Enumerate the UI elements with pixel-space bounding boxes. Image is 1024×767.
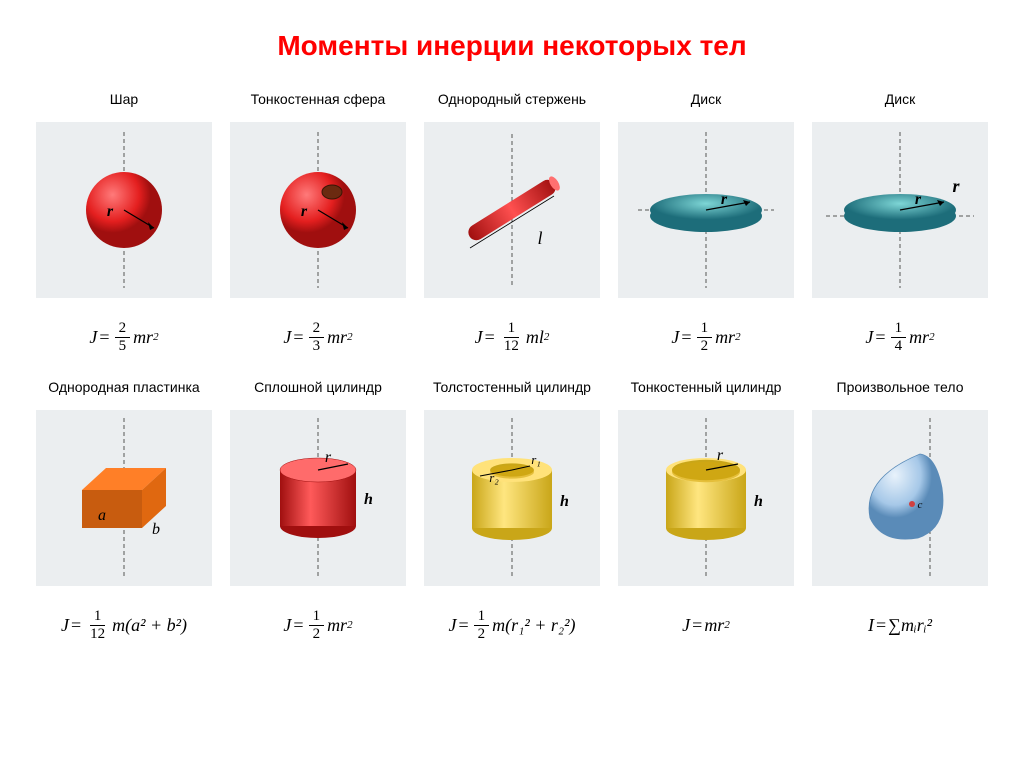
svg-text:r: r bbox=[107, 203, 114, 220]
body-diagram: r₁ r₂ h bbox=[424, 410, 600, 586]
svg-text:r₂: r₂ bbox=[489, 470, 499, 485]
body-label: Произвольное тело bbox=[837, 368, 964, 406]
svg-text:r: r bbox=[915, 191, 922, 208]
svg-text:r: r bbox=[301, 203, 308, 220]
body-diagram: c bbox=[812, 410, 988, 586]
body-formula: I = ∑ mᵢrᵢ² bbox=[868, 600, 932, 650]
body-diagram: ab bbox=[36, 410, 212, 586]
body-cylinder-thick: Толстостенный цилиндр r₁ r₂ h J = 12m(r₁² … bbox=[418, 368, 606, 650]
body-label: Толстостенный цилиндр bbox=[433, 368, 591, 406]
body-diagram: rh bbox=[618, 410, 794, 586]
body-grid: Шар r J = 25mr2 Тонкостенная сфера r J =… bbox=[30, 80, 994, 650]
page: Моменты инерции некоторых тел Шар r J = … bbox=[0, 0, 1024, 680]
body-label: Однородная пластинка bbox=[48, 368, 199, 406]
body-diagram: l bbox=[424, 122, 600, 298]
body-disk-diameter: Диск rr J = 14mr2 bbox=[806, 80, 994, 362]
body-diagram: r bbox=[230, 122, 406, 298]
body-sphere-solid: Шар r J = 25mr2 bbox=[30, 80, 218, 362]
body-formula: J = 112m(a² + b²) bbox=[61, 600, 187, 650]
svg-text:r: r bbox=[325, 449, 332, 466]
body-arbitrary: Произвольное тело c I = ∑ mᵢrᵢ² bbox=[806, 368, 994, 650]
body-sphere-hollow: Тонкостенная сфера r J = 23mr2 bbox=[224, 80, 412, 362]
body-formula: J = 12mr2 bbox=[671, 312, 740, 362]
body-diagram: r bbox=[36, 122, 212, 298]
svg-text:r: r bbox=[721, 191, 728, 208]
svg-text:r: r bbox=[952, 176, 960, 196]
svg-text:r₁: r₁ bbox=[531, 452, 541, 467]
svg-text:a: a bbox=[98, 507, 106, 524]
body-label: Диск bbox=[885, 80, 915, 118]
body-formula: J = mr2 bbox=[682, 600, 730, 650]
svg-text:b: b bbox=[152, 521, 160, 538]
body-formula: J = 14mr2 bbox=[865, 312, 934, 362]
body-formula: J = 23mr2 bbox=[283, 312, 352, 362]
body-plate: Однородная пластинка ab J = 112m(a² + b²… bbox=[30, 368, 218, 650]
body-diagram: rr bbox=[812, 122, 988, 298]
svg-text:h: h bbox=[364, 491, 373, 508]
body-label: Шар bbox=[110, 80, 138, 118]
body-formula: J = 112ml2 bbox=[475, 312, 550, 362]
body-label: Тонкостенный цилиндр bbox=[631, 368, 782, 406]
body-rod: Однородный стержень l J = 112ml2 bbox=[418, 80, 606, 362]
body-label: Тонкостенная сфера bbox=[251, 80, 386, 118]
svg-text:c: c bbox=[918, 499, 923, 511]
svg-text:h: h bbox=[754, 493, 763, 510]
body-formula: J = 25mr2 bbox=[89, 312, 158, 362]
svg-text:r: r bbox=[717, 447, 724, 464]
svg-text:l: l bbox=[537, 228, 542, 248]
body-diagram: rh bbox=[230, 410, 406, 586]
body-diagram: r bbox=[618, 122, 794, 298]
body-cylinder-thin: Тонкостенный цилиндр rh J = mr2 bbox=[612, 368, 800, 650]
body-disk-center: Диск r J = 12mr2 bbox=[612, 80, 800, 362]
body-formula: J = 12mr2 bbox=[283, 600, 352, 650]
svg-text:h: h bbox=[560, 493, 569, 510]
body-label: Сплошной цилиндр bbox=[254, 368, 382, 406]
body-label: Диск bbox=[691, 80, 721, 118]
body-formula: J = 12m(r₁² + r₂²) bbox=[448, 600, 575, 650]
page-title: Моменты инерции некоторых тел bbox=[30, 30, 994, 62]
body-label: Однородный стержень bbox=[438, 80, 586, 118]
body-cylinder-solid: Сплошной цилиндр rh J = 12mr2 bbox=[224, 368, 412, 650]
